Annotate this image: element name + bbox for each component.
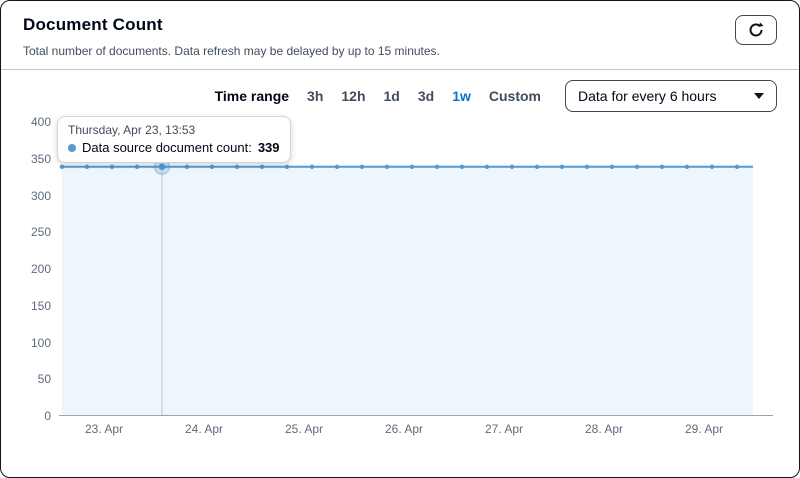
time-range-option-3d[interactable]: 3d	[417, 88, 435, 104]
caret-down-icon	[754, 93, 764, 99]
granularity-dropdown-value: Data for every 6 hours	[578, 88, 717, 104]
time-range-option-3h[interactable]: 3h	[307, 88, 324, 104]
chart-controls: Time range 3h 12h 1d 3d 1w Custom Data for ev…	[1, 70, 799, 114]
refresh-button[interactable]	[735, 15, 777, 45]
y-tick-label: 400	[30, 115, 51, 129]
y-tick-label: 350	[30, 151, 51, 166]
y-tick-label: 0	[44, 409, 51, 423]
widget-header: Document Count Total number of documents…	[1, 1, 799, 66]
tooltip-date: Thursday, Apr 23, 13:53	[68, 123, 196, 137]
x-tick-label: 26. Apr	[384, 422, 424, 436]
y-tick-label: 200	[30, 262, 51, 276]
granularity-dropdown[interactable]: Data for every 6 hours	[565, 80, 777, 112]
time-range-option-1d[interactable]: 1d	[383, 88, 400, 104]
series-dot-icon	[68, 143, 76, 152]
widget-subtitle: Total number of documents. Data refresh …	[23, 44, 440, 58]
header-divider	[1, 69, 799, 70]
y-tick-label: 250	[30, 225, 51, 240]
x-tick-label: 29. Apr	[684, 422, 724, 436]
x-axis-labels: 23. Apr 24. Apr 25. Apr 26. Apr 27. Apr 28. A…	[59, 422, 773, 438]
chart-tooltip: Thursday, Apr 23, 13:53 Data source docu…	[57, 116, 291, 163]
x-tick-label: 23. Apr	[84, 422, 124, 436]
y-axis-labels: 0 50 100 150 200 250 300 350 400	[23, 115, 51, 423]
y-tick-label: 50	[37, 372, 51, 387]
tooltip-series-label: Data source document count:	[82, 140, 252, 155]
y-tick-label: 150	[30, 298, 51, 313]
refresh-icon	[749, 22, 764, 37]
x-tick-label: 28. Apr	[584, 422, 624, 436]
time-range-option-custom[interactable]: Custom	[488, 88, 541, 104]
time-range-option-1w[interactable]: 1w	[452, 88, 471, 104]
widget-header-text: Document Count Total number of documents…	[23, 15, 440, 58]
time-range-label: Time range	[214, 88, 290, 104]
time-range-option-12h[interactable]: 12h	[341, 88, 366, 104]
widget-title: Document Count	[23, 15, 163, 34]
document-count-chart: 0 50 100 150 200 250 300 350 400 23. Apr 24. Apr 2…	[23, 115, 777, 448]
time-range-group: Time range 3h 12h 1d 3d 1w Custom	[215, 88, 541, 104]
x-tick-label: 27. Apr	[484, 422, 524, 436]
tooltip-value: 339	[257, 140, 280, 155]
y-tick-label: 100	[30, 335, 51, 350]
time-range-options: 3h 12h 1d 3d 1w Custom	[307, 88, 541, 104]
y-tick-label: 300	[30, 188, 51, 203]
chart-plot-area[interactable]	[59, 122, 773, 416]
x-tick-label: 25. Apr	[284, 422, 324, 436]
tooltip-series-row: Data source document count: 339	[68, 140, 280, 155]
x-tick-label: 24. Apr	[184, 422, 224, 436]
